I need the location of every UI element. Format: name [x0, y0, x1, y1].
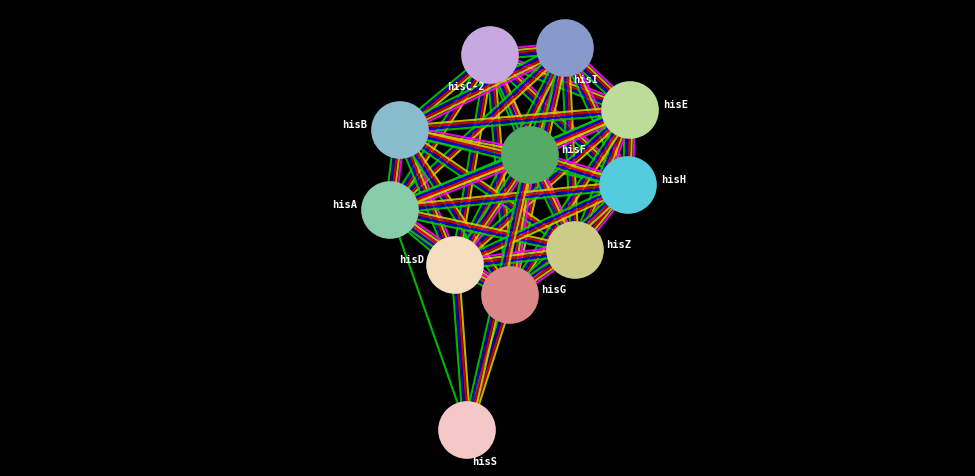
Text: hisG: hisG: [541, 285, 566, 295]
Circle shape: [547, 222, 603, 278]
Circle shape: [537, 20, 593, 76]
Text: hisZ: hisZ: [606, 240, 631, 250]
Text: hisC-2: hisC-2: [448, 82, 485, 92]
Text: hisI: hisI: [573, 75, 598, 85]
Circle shape: [600, 157, 656, 213]
Circle shape: [502, 127, 558, 183]
Text: hisS: hisS: [472, 457, 497, 467]
Circle shape: [427, 237, 483, 293]
Circle shape: [462, 27, 518, 83]
Text: hisF: hisF: [561, 145, 586, 155]
Circle shape: [372, 102, 428, 158]
Text: hisA: hisA: [332, 200, 357, 210]
Circle shape: [602, 82, 658, 138]
Text: hisD: hisD: [399, 255, 424, 265]
Circle shape: [482, 267, 538, 323]
Text: hisB: hisB: [342, 120, 367, 130]
Circle shape: [439, 402, 495, 458]
Text: hisE: hisE: [663, 100, 688, 110]
Circle shape: [362, 182, 418, 238]
Text: hisH: hisH: [661, 175, 686, 185]
